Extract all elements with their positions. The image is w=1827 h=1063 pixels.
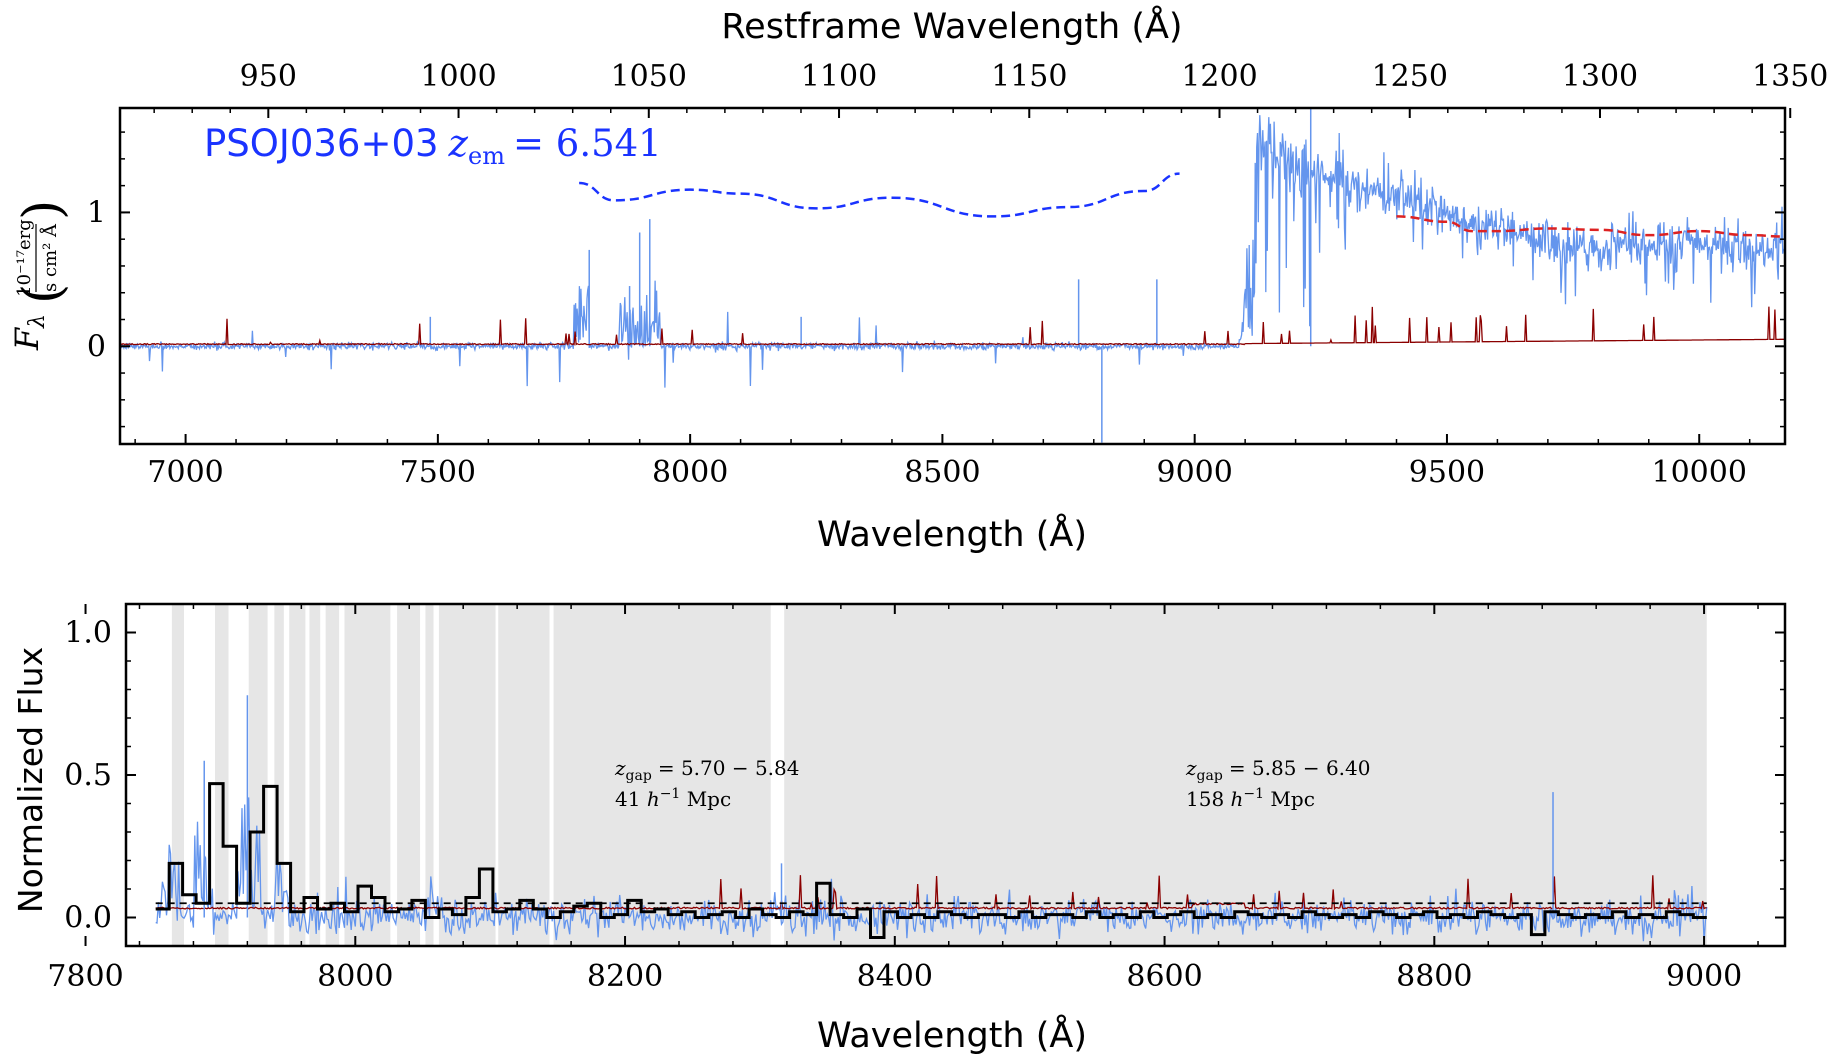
top-secondary-xaxis-label: Restframe Wavelength (Å) — [721, 4, 1182, 47]
bottom-xtick-label: 7800 — [47, 959, 123, 994]
top-secondary-xtick-label: 1200 — [1181, 59, 1257, 94]
gap-region — [344, 605, 391, 945]
svg-text:158 h−1 Mpc: 158 h−1 Mpc — [1186, 786, 1315, 811]
svg-text:Fλ: Fλ — [8, 314, 50, 351]
bottom-yaxis-label: Normalized Flux — [11, 647, 50, 913]
bottom-xtick-label: 8800 — [1396, 959, 1472, 994]
top-secondary-xtick-label: 1000 — [420, 59, 496, 94]
top-yaxis-label: Fλ ( 10⁻¹⁷erg s cm² Å ) — [8, 200, 73, 351]
top-xtick-label: 8500 — [904, 455, 980, 490]
binned-flux-step — [155, 782, 1707, 939]
gap-region — [325, 605, 340, 945]
gap-region — [438, 605, 496, 945]
top-secondary-xtick-label: 1050 — [611, 59, 687, 94]
gap-region — [248, 605, 268, 945]
normalized-flux-line — [155, 797, 1708, 943]
bottom-ytick-label: 0.0 — [64, 901, 112, 936]
gap-region — [553, 605, 771, 945]
svg-text:): ) — [13, 200, 73, 220]
top-secondary-xtick-label: 1250 — [1372, 59, 1448, 94]
bottom-xtick-label: 8200 — [587, 959, 663, 994]
top-xaxis-label: Wavelength (Å) — [817, 512, 1087, 555]
bottom-xtick-label: 8000 — [317, 959, 393, 994]
bottom-xtick-label: 8400 — [857, 959, 933, 994]
gap-region — [309, 605, 321, 945]
bottom-ytick-label: 1.0 — [64, 616, 112, 651]
top-xtick-label: 7000 — [147, 455, 223, 490]
top-xtick-label: 9000 — [1157, 455, 1233, 490]
gap-annotation-2: zgap = 5.85 − 6.40 158 h−1 Mpc — [1185, 756, 1370, 811]
continuum-fit-red — [1396, 215, 1785, 238]
gap-region — [215, 605, 229, 945]
svg-text:zgap= 5.70 − 5.84: zgap = 5.70 − 5.84 — [614, 756, 799, 784]
bottom-panel: 7800 8000 8200 8400 8600 8800 9000 0.0 0.5 1.0 Wa… — [11, 602, 1787, 1056]
svg-text:41 h−1 Mpc: 41 h−1 Mpc — [615, 786, 731, 811]
top-panel: 7000 7500 8000 8500 9000 9500 10000 0 1 950 1000 1… — [8, 4, 1827, 555]
gap-region — [274, 605, 284, 945]
noise-line — [120, 306, 1785, 346]
svg-text:s cm² Å: s cm² Å — [39, 223, 61, 292]
gap-region — [397, 605, 421, 945]
gap-region — [171, 605, 184, 945]
top-secondary-xtick-label: 1150 — [991, 59, 1067, 94]
top-secondary-xtick-label: 1300 — [1562, 59, 1638, 94]
gap-region — [425, 605, 434, 945]
bottom-xtick-label: 8600 — [1126, 959, 1202, 994]
object-annotation: PSOJ036+03 zem = 6.541 — [204, 122, 662, 170]
gap-annotation-1: zgap = 5.70 − 5.84 41 h−1 Mpc — [614, 756, 799, 811]
top-ytick-label: 0 — [87, 329, 106, 364]
gap-region — [498, 605, 550, 945]
bottom-ytick-label: 0.5 — [64, 758, 112, 793]
top-secondary-xtick-label: 950 — [240, 59, 297, 94]
top-secondary-xtick-label: 1350 — [1752, 59, 1827, 94]
svg-text:zgap= 5.85 − 6.40: zgap = 5.85 − 6.40 — [1185, 756, 1370, 784]
svg-text:10⁻¹⁷erg: 10⁻¹⁷erg — [14, 219, 35, 297]
gap-region — [289, 605, 306, 945]
top-ytick-label: 1 — [87, 195, 106, 230]
top-secondary-xtick-label: 1100 — [801, 59, 877, 94]
top-xtick-label: 9500 — [1409, 455, 1485, 490]
top-xtick-label: 10000 — [1652, 455, 1747, 490]
normalized-noise-line — [155, 875, 1707, 911]
continuum-fit-blue — [579, 172, 1180, 218]
top-xtick-label: 7500 — [400, 455, 476, 490]
bottom-xaxis-label: Wavelength (Å) — [817, 1013, 1087, 1056]
svg-text:(: ( — [13, 284, 73, 304]
bottom-xtick-label: 9000 — [1666, 959, 1742, 994]
top-xtick-label: 8000 — [652, 455, 728, 490]
